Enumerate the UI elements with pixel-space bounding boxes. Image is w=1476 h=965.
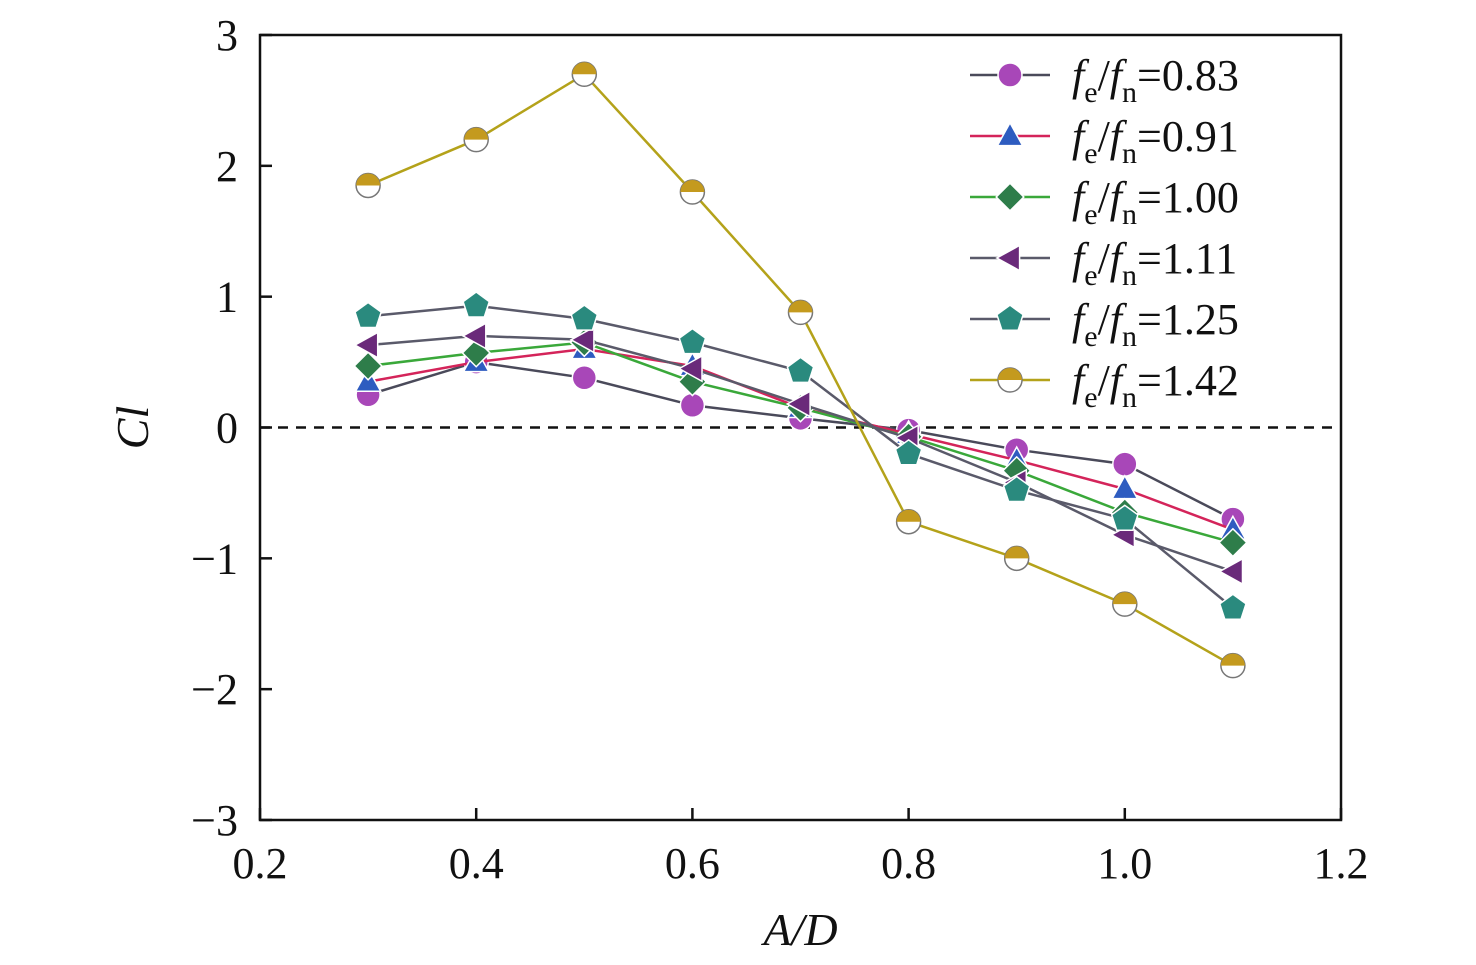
y-tick-label: 2: [216, 142, 238, 191]
legend-label: fe/fn=1.42: [1072, 356, 1239, 414]
legend-item: fe/fn=1.25: [970, 295, 1239, 353]
data-point: [463, 126, 489, 153]
data-point: [1218, 557, 1244, 586]
legend-item: fe/fn=1.11: [970, 234, 1237, 292]
data-point: [1112, 451, 1138, 477]
data-point: [355, 172, 381, 199]
data-point: [787, 299, 814, 326]
data-point: [354, 301, 383, 329]
x-tick-label: 0.6: [665, 839, 720, 888]
data-point: [785, 390, 811, 418]
data-point: [569, 325, 595, 354]
series-layer: [353, 61, 1248, 679]
legend-label: fe/fn=1.00: [1072, 173, 1239, 231]
data-point: [570, 304, 599, 331]
y-axis-label: Cl: [107, 406, 158, 449]
data-point: [679, 392, 706, 419]
data-point: [353, 331, 379, 359]
data-point: [1112, 591, 1138, 617]
x-tick-label: 0.8: [881, 839, 936, 888]
series-5: [355, 61, 1246, 679]
data-point: [678, 327, 707, 355]
x-tick-label: 1.0: [1097, 839, 1152, 888]
legend: fe/fn=0.83fe/fn=0.91fe/fn=1.00fe/fn=1.11…: [970, 51, 1239, 414]
data-point: [571, 61, 598, 87]
data-point: [677, 354, 703, 383]
data-point: [1002, 475, 1031, 503]
x-tick-label: 1.2: [1314, 839, 1369, 888]
legend-item: fe/fn=0.91: [970, 112, 1239, 170]
legend-marker: [997, 62, 1023, 88]
legend-marker: [997, 367, 1023, 393]
y-tick-label: −1: [191, 534, 238, 583]
y-tick-label: 0: [216, 404, 238, 453]
legend-item: fe/fn=1.42: [970, 356, 1239, 414]
data-point: [462, 291, 491, 318]
data-point: [571, 365, 598, 391]
data-point: [1003, 545, 1030, 572]
legend-marker: [996, 304, 1024, 331]
data-point: [895, 508, 922, 535]
x-tick-label: 0.2: [233, 839, 288, 888]
y-tick-label: −2: [191, 665, 238, 714]
series-4: [354, 291, 1247, 620]
data-point: [353, 351, 383, 381]
data-point: [1220, 652, 1246, 679]
data-point: [1110, 504, 1139, 531]
data-point: [1218, 593, 1247, 620]
legend-label: fe/fn=1.25: [1072, 295, 1239, 353]
y-tick-label: 3: [216, 11, 238, 60]
data-point: [1218, 527, 1248, 558]
legend-label: fe/fn=0.83: [1072, 51, 1239, 109]
x-tick-label: 0.4: [449, 839, 504, 888]
legend-marker: [995, 182, 1025, 212]
data-point: [461, 322, 487, 350]
legend-item: fe/fn=0.83: [970, 51, 1239, 109]
y-tick-label: 1: [216, 273, 238, 322]
x-axis-label: A/D: [760, 904, 837, 955]
y-tick-label: −3: [191, 796, 238, 845]
legend-marker: [996, 121, 1024, 147]
legend-label: fe/fn=0.91: [1072, 112, 1239, 170]
ticks: 0.2 0.4 0.6 0.8 1.0 1.2 −3 −2 −1 0 1 2 3: [191, 11, 1368, 888]
data-point: [786, 356, 815, 384]
legend-marker: [995, 244, 1021, 272]
data-point: [894, 438, 923, 466]
legend-label: fe/fn=1.11: [1072, 234, 1237, 292]
legend-item: fe/fn=1.00: [970, 173, 1239, 231]
data-point: [679, 179, 706, 205]
